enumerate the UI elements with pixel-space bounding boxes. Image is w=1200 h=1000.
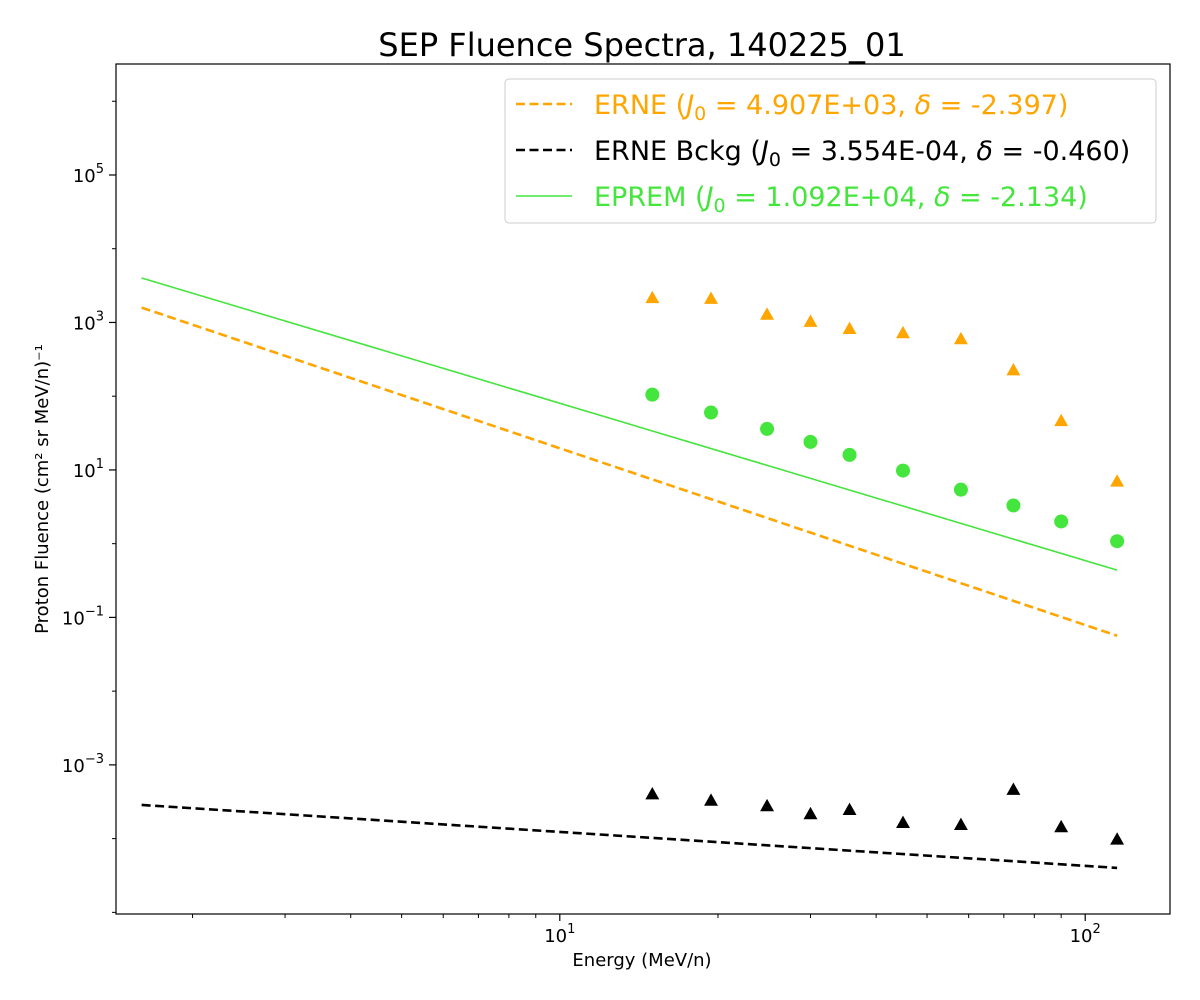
fit-line-erne bbox=[141, 306, 1118, 637]
point-erne-bckg bbox=[645, 787, 660, 800]
x-axis: 101 102 bbox=[192, 914, 1101, 947]
legend-label-eprem: EPREM (J0 = 1.092E+04, δ = -2.134) bbox=[594, 182, 1088, 217]
point-erne bbox=[1054, 413, 1069, 427]
x-axis-label: Energy (MeV/n) bbox=[572, 950, 711, 971]
point-erne-bckg bbox=[896, 815, 910, 828]
point-erne bbox=[842, 321, 857, 335]
point-erne bbox=[1110, 474, 1125, 487]
fit-lines bbox=[141, 277, 1118, 870]
point-erne bbox=[760, 307, 775, 320]
point-eprem bbox=[1054, 514, 1069, 529]
point-eprem bbox=[704, 405, 719, 420]
point-erne-bckg bbox=[803, 806, 818, 820]
point-erne bbox=[704, 291, 718, 304]
chart-title: SEP Fluence Spectra, 140225_01 bbox=[378, 26, 905, 64]
point-eprem bbox=[1110, 534, 1125, 549]
point-eprem bbox=[645, 387, 660, 402]
x-tick-label: 101 bbox=[544, 922, 575, 947]
y-tick-label: 103 bbox=[73, 309, 104, 334]
point-eprem bbox=[896, 463, 911, 478]
point-erne-bckg bbox=[704, 793, 718, 806]
legend-label-erne-bckg: ERNE Bckg (J0 = 3.554E-04, δ = -0.460) bbox=[594, 136, 1130, 171]
point-erne-bckg bbox=[842, 802, 857, 815]
fit-line-erne-bckg bbox=[141, 803, 1118, 870]
point-eprem bbox=[803, 434, 818, 449]
x-tick-label: 102 bbox=[1070, 922, 1101, 947]
point-erne-bckg bbox=[760, 798, 775, 812]
fit-line-eprem bbox=[141, 277, 1118, 571]
y-tick-label: 10−3 bbox=[62, 752, 104, 777]
point-erne-bckg bbox=[953, 817, 968, 831]
y-axis: 10−3 10−1 101 103 105 bbox=[62, 100, 116, 913]
point-erne bbox=[645, 290, 660, 304]
y-tick-label: 10−1 bbox=[62, 604, 104, 629]
point-erne bbox=[803, 314, 818, 327]
y-tick-label: 101 bbox=[73, 457, 104, 482]
point-eprem bbox=[953, 482, 968, 497]
point-erne bbox=[1006, 362, 1021, 376]
point-erne-bckg bbox=[1054, 819, 1069, 833]
legend-label-erne: ERNE (J0 = 4.907E+03, δ = -2.397) bbox=[594, 90, 1068, 125]
plot-area-frame bbox=[115, 63, 1171, 915]
y-axis-label: Proton Fluence (cm² sr MeV/n)⁻¹ bbox=[32, 344, 53, 634]
point-eprem bbox=[1006, 498, 1021, 513]
point-eprem bbox=[842, 447, 857, 462]
point-erne bbox=[953, 331, 968, 345]
data-points bbox=[645, 290, 1125, 845]
point-eprem bbox=[760, 421, 775, 436]
point-erne-bckg bbox=[1006, 782, 1021, 795]
point-erne-bckg bbox=[1110, 832, 1125, 845]
point-erne bbox=[896, 325, 910, 339]
legend-frame bbox=[504, 78, 1157, 224]
legend: ERNE (J0 = 4.907E+03, δ = -2.397) ERNE Bc… bbox=[504, 78, 1157, 224]
y-tick-label: 105 bbox=[73, 162, 104, 187]
